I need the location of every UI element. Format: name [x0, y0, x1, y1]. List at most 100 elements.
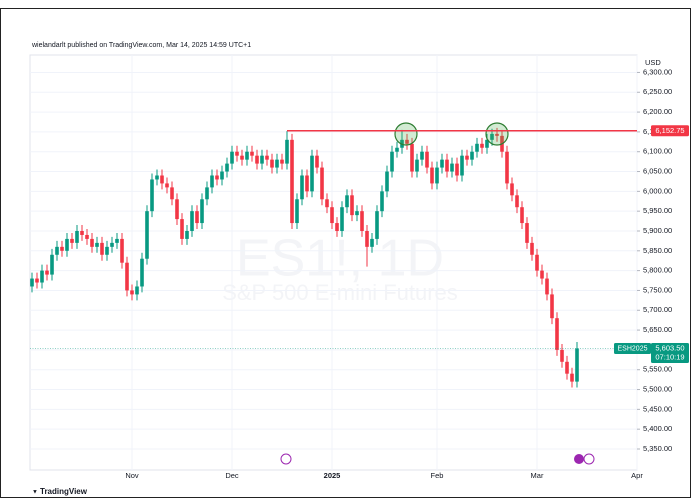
candle-body [255, 155, 259, 164]
candle-body [350, 195, 354, 216]
candle-body [110, 242, 114, 247]
candle-body [410, 143, 414, 172]
y-tick-label: 5,350.00 [643, 444, 672, 453]
candle-body [235, 151, 239, 156]
candle-body [260, 155, 264, 164]
y-tick-label: 5,750.00 [643, 285, 672, 294]
candle-body [340, 207, 344, 231]
x-tick-label: Mar [531, 471, 544, 480]
candles [30, 127, 579, 388]
candle-body [185, 230, 189, 239]
candle-body [35, 278, 39, 283]
candle-body [200, 199, 204, 224]
candle-body [420, 151, 424, 160]
candle-body [395, 147, 399, 152]
y-tick-label: 6,000.00 [643, 186, 672, 195]
candle-body [515, 195, 519, 208]
y-tick-label: 5,400.00 [643, 424, 672, 433]
candle-body [495, 133, 499, 136]
candle-body [550, 294, 554, 319]
y-tick-label: 5,850.00 [643, 246, 672, 255]
y-tick-label: 5,650.00 [643, 325, 672, 334]
candle-body [135, 286, 139, 295]
price-box [651, 125, 689, 137]
candle-body [280, 159, 284, 164]
axis-label: USD [645, 58, 661, 67]
price-label: 5,603.50 [655, 343, 684, 352]
axis-label-bg [639, 57, 687, 69]
candle-body [475, 143, 479, 152]
candle-body [315, 155, 319, 168]
candle-body [530, 242, 534, 255]
candle-body [545, 278, 549, 295]
candle-body [430, 167, 434, 184]
y-tick-label: 5,450.00 [643, 404, 672, 413]
candle-body [60, 246, 64, 251]
candle-body [190, 211, 194, 231]
candle-body [55, 246, 59, 255]
candle-body [465, 155, 469, 160]
candle-body [240, 155, 244, 160]
candle-body [445, 159, 449, 172]
candle-body [455, 163, 459, 176]
candle-body [345, 195, 349, 208]
highlight-circle [485, 122, 509, 146]
candle-body [210, 175, 214, 188]
symbol-box [614, 343, 651, 355]
frame [0, 8, 691, 498]
y-tick-label: 6,050.00 [643, 167, 672, 176]
candle-body [180, 219, 184, 239]
candle-body [435, 167, 439, 184]
candle-body [290, 139, 294, 224]
candle-body [370, 238, 374, 247]
candle-body [130, 290, 134, 295]
candle-body [205, 187, 209, 200]
logo-icon: ▼ [32, 490, 38, 496]
candle-body [140, 258, 144, 287]
candle-body [355, 211, 359, 216]
candle-body [215, 175, 219, 180]
watermark-name: S&P 500 E-mini Futures [222, 280, 458, 305]
candle-body [535, 254, 539, 271]
candle-body [470, 151, 474, 160]
candle-body [480, 143, 484, 148]
candle-body [425, 151, 429, 168]
candle-body [150, 179, 154, 212]
price-label: 6,152.75 [655, 126, 684, 135]
candle-body [360, 211, 364, 231]
event-icon[interactable] [583, 453, 595, 465]
candle-body [90, 238, 94, 247]
candle-body [160, 175, 164, 184]
x-tick-label: Feb [431, 471, 444, 480]
candle-body [405, 139, 409, 144]
candle-body [70, 238, 74, 243]
candle-body [65, 238, 69, 251]
candle-body [415, 159, 419, 172]
candle-body [510, 183, 514, 196]
event-icon[interactable] [280, 453, 292, 465]
candle-body [520, 207, 524, 224]
symbol-label: ESH2025 [618, 345, 648, 352]
x-tick-label: Dec [225, 471, 239, 480]
candle-body [175, 199, 179, 220]
candle-body [380, 191, 384, 212]
x-tick-label: Apr [631, 471, 643, 480]
candle-body [570, 373, 574, 382]
candle-body [310, 155, 314, 192]
candle-body [250, 151, 254, 156]
y-tick-label: 5,500.00 [643, 385, 672, 394]
y-tick-label: 5,700.00 [643, 305, 672, 314]
y-tick-label: 5,900.00 [643, 226, 672, 235]
countdown: 07:10:19 [655, 352, 684, 361]
candle-body [40, 270, 44, 283]
candle-body [95, 242, 99, 247]
candle-body [440, 159, 444, 168]
candle-body [485, 139, 489, 148]
candle-body [560, 349, 564, 362]
event-icon[interactable] [574, 454, 584, 464]
y-tick-label: 5,950.00 [643, 206, 672, 215]
candle-body [105, 246, 109, 255]
candle-body [170, 187, 174, 200]
candle-body [245, 151, 249, 160]
